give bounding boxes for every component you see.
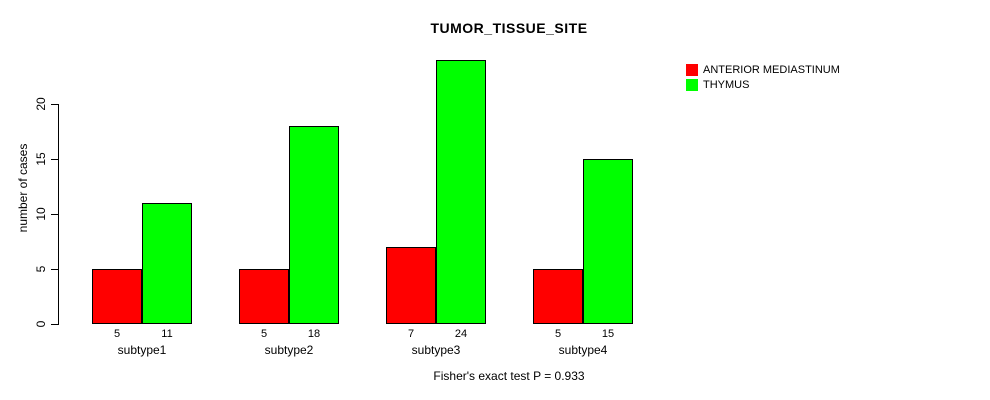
legend-swatch-icon	[686, 78, 698, 91]
bar-subtype4-green	[583, 159, 633, 324]
legend-label: THYMUS	[703, 78, 750, 91]
y-axis-tick-label: 0	[34, 320, 48, 328]
bar-subtype4-red	[533, 269, 583, 324]
y-axis-tick-label: 10	[34, 207, 48, 221]
y-axis-tick	[51, 159, 58, 160]
y-axis-tick	[51, 324, 58, 325]
x-category-label: subtype2	[264, 343, 314, 357]
bar-value-label: 11	[161, 328, 173, 340]
chart-title: TUMOR_TISSUE_SITE	[430, 20, 588, 36]
x-category-label: subtype1	[117, 343, 167, 357]
bar-value-label: 7	[407, 328, 415, 340]
y-axis-tick	[51, 214, 58, 215]
bar-value-label: 5	[113, 328, 121, 340]
stat-test-caption: Fisher's exact test P = 0.933	[433, 369, 585, 383]
bar-subtype3-green	[436, 60, 486, 324]
y-axis-line	[58, 104, 59, 325]
legend-label: ANTERIOR MEDIASTINUM	[703, 63, 840, 76]
bar-subtype2-green	[289, 126, 339, 324]
y-axis-tick-label: 5	[34, 265, 48, 273]
legend-row: ANTERIOR MEDIASTINUM	[686, 62, 840, 77]
legend-swatch-icon	[686, 63, 698, 76]
y-axis-tick	[51, 104, 58, 105]
bar-value-label: 5	[554, 328, 562, 340]
y-axis-tick-label: 20	[34, 97, 48, 111]
x-category-label: subtype4	[558, 343, 608, 357]
bar-subtype3-red	[386, 247, 436, 324]
bar-value-label: 15	[601, 328, 615, 340]
bar-subtype2-red	[239, 269, 289, 324]
bar-value-label: 18	[307, 328, 321, 340]
x-category-label: subtype3	[411, 343, 461, 357]
legend-row: THYMUS	[686, 77, 840, 92]
y-axis-label: number of cases	[16, 143, 30, 233]
y-axis-tick-label: 15	[34, 152, 48, 166]
bar-subtype1-green	[142, 203, 192, 324]
bar-value-label: 24	[454, 328, 468, 340]
legend: ANTERIOR MEDIASTINUM THYMUS	[686, 62, 840, 92]
y-axis-tick	[51, 269, 58, 270]
bar-value-label: 5	[260, 328, 268, 340]
bar-subtype1-red	[92, 269, 142, 324]
